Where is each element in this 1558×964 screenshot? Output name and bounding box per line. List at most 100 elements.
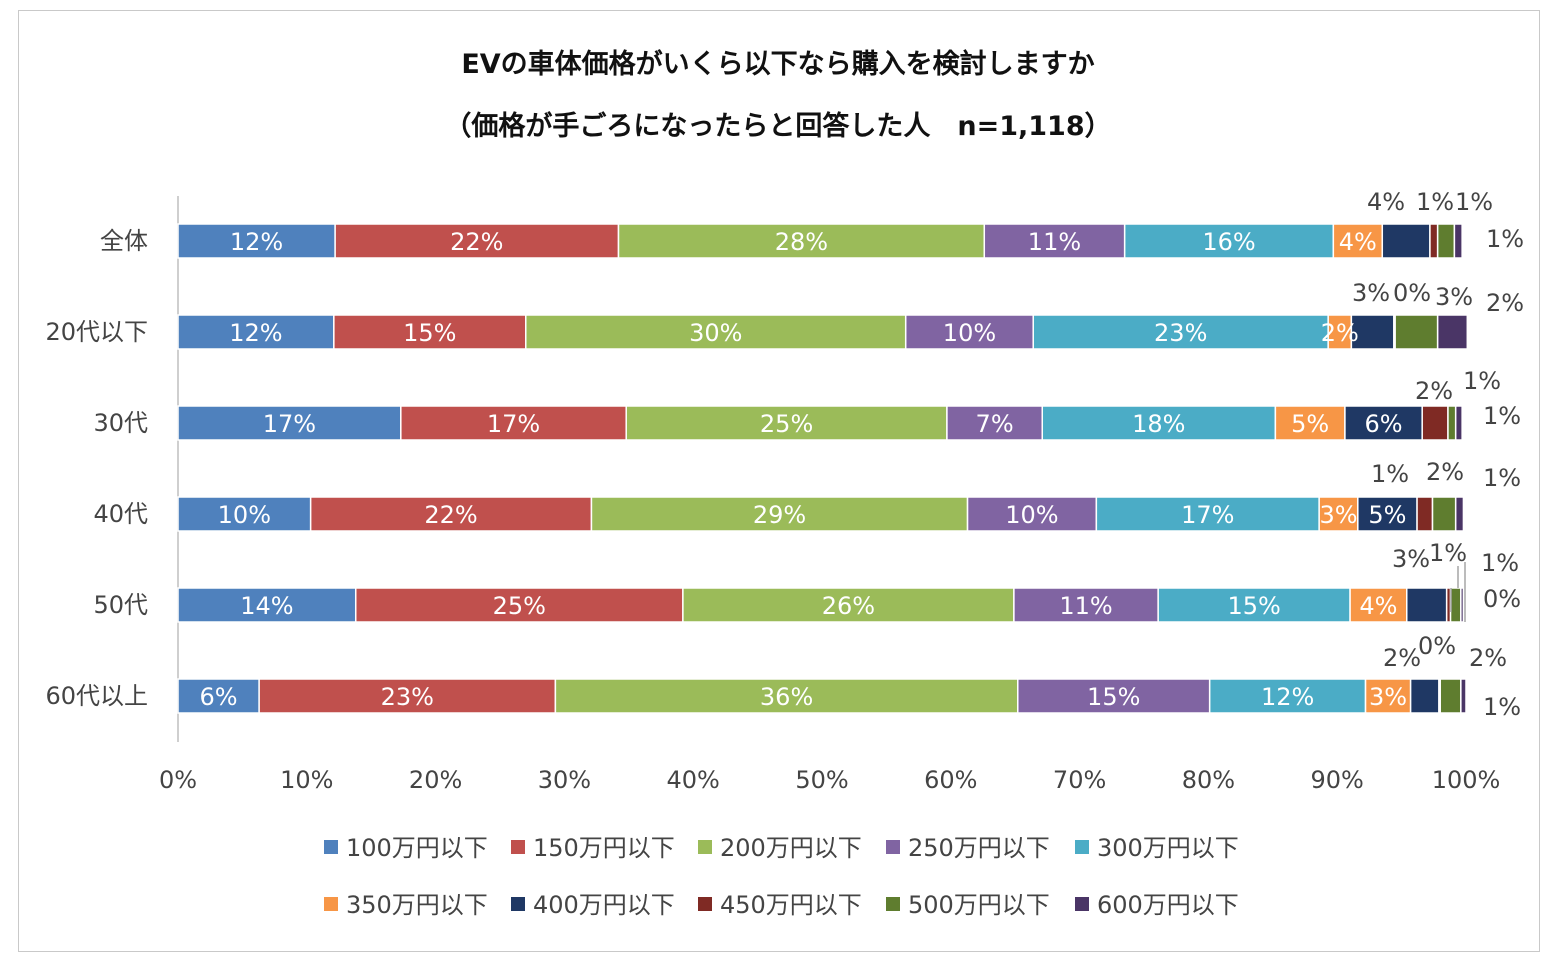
legend-swatch-150 (511, 840, 525, 854)
data-label: 12% (230, 228, 283, 256)
data-label: 15% (1227, 592, 1280, 620)
legend-swatch-200 (698, 840, 712, 854)
bar-segment (1350, 314, 1395, 350)
data-label: 5% (1368, 501, 1406, 529)
data-label-outside: 1% (1371, 460, 1409, 488)
legend-swatch-600 (1075, 897, 1089, 911)
data-label: 15% (1087, 683, 1140, 711)
data-label-outside: 0% (1483, 585, 1521, 613)
data-label: 2% (1321, 319, 1359, 347)
category-label: 30代 (93, 409, 148, 437)
data-label: 10% (943, 319, 996, 347)
legend: 100万円以下 150万円以下 200万円以下 250万円以下 300万円以下 350万円… (324, 834, 1239, 919)
data-label: 29% (753, 501, 806, 529)
bar-segment (1274, 405, 1346, 441)
legend-label: 600万円以下 (1097, 891, 1239, 919)
bar-segment (1394, 314, 1439, 350)
data-label-outside: 0% (1393, 279, 1431, 307)
bar-segment (1436, 314, 1469, 350)
data-label: 10% (1005, 501, 1058, 529)
data-label: 4% (1339, 228, 1377, 256)
legend-swatch-250 (886, 840, 900, 854)
data-label: 30% (689, 319, 742, 347)
data-label-outside: 1% (1483, 402, 1521, 430)
data-label-outside: 3% (1352, 279, 1390, 307)
bar-segment (1013, 587, 1159, 623)
bar-segment (334, 223, 620, 259)
x-tick-label: 70% (1053, 766, 1106, 794)
data-label-outside: 1% (1481, 549, 1519, 577)
data-label: 28% (775, 228, 828, 256)
bar-segment (400, 405, 627, 441)
data-label: 17% (263, 410, 316, 438)
data-label: 12% (229, 319, 282, 347)
data-label-outside: 1% (1483, 464, 1521, 492)
legend-swatch-500 (886, 897, 900, 911)
data-label: 25% (760, 410, 813, 438)
category-label: 50代 (93, 591, 148, 619)
bar-segment (1453, 223, 1463, 259)
bar-segment (1431, 496, 1457, 532)
data-label-outside: 1% (1486, 225, 1524, 253)
legend-label: 500万円以下 (908, 891, 1050, 919)
bar-segment (682, 587, 1015, 623)
x-tick-label: 80% (1182, 766, 1235, 794)
bar-segment (1409, 678, 1440, 714)
data-label: 6% (1365, 410, 1403, 438)
data-label: 4% (1359, 592, 1397, 620)
x-tick-label: 20% (409, 766, 462, 794)
category-label: 60代以上 (45, 682, 148, 710)
bar-segment (1357, 496, 1418, 532)
data-label: 15% (403, 319, 456, 347)
bar-segment (625, 405, 948, 441)
bar-segment (1416, 496, 1434, 532)
data-label-outside: 0% (1418, 632, 1456, 660)
data-label-outside: 1% (1455, 188, 1493, 216)
category-label: 40代 (93, 500, 148, 528)
data-label-outside: 1% (1416, 188, 1454, 216)
data-label-outside: 2% (1486, 289, 1524, 317)
bar-segment (177, 405, 402, 441)
data-label: 22% (424, 501, 477, 529)
legend-label: 350万円以下 (346, 891, 488, 919)
data-label: 6% (200, 683, 238, 711)
bar-segment (177, 223, 336, 259)
legend-label: 150万円以下 (533, 834, 675, 862)
data-label-outside: 2% (1426, 458, 1464, 486)
bar-segment (1454, 405, 1463, 441)
bar-segment (1095, 496, 1320, 532)
legend-label: 250万円以下 (908, 834, 1050, 862)
chart-frame (18, 10, 1540, 952)
bar-segment (1439, 678, 1462, 714)
legend-swatch-100 (324, 840, 338, 854)
legend-swatch-450 (698, 897, 712, 911)
bar-segment (1460, 587, 1465, 623)
data-label: 11% (1028, 228, 1081, 256)
bar-segment (1436, 223, 1456, 259)
data-label-outside: 4% (1367, 188, 1405, 216)
data-label: 14% (240, 592, 293, 620)
x-axis-ticks: 0% 10% 20% 30% 40% 50% 60% 70% 80% 90% 100% (159, 766, 1500, 794)
data-label-outside: 1% (1463, 367, 1501, 395)
bar-segment (1381, 223, 1431, 259)
data-label-outside: 2% (1383, 644, 1421, 672)
bar-segment (1421, 405, 1449, 441)
category-labels: 全体 20代以下 30代 40代 50代 60代以上 (45, 227, 148, 710)
bar-segment (177, 678, 260, 714)
data-label: 17% (1181, 501, 1234, 529)
x-tick-label: 30% (538, 766, 591, 794)
bar-segment (1318, 496, 1359, 532)
data-label-outside: 3% (1435, 283, 1473, 311)
data-label: 23% (381, 683, 434, 711)
data-label-outside: 2% (1415, 377, 1453, 405)
bar-segment (354, 587, 684, 623)
bar-segment (1208, 678, 1367, 714)
bar-segment (946, 405, 1043, 441)
bar-segment (333, 314, 527, 350)
chart-subtitle: （価格が手ごろになったらと回答した人 n=1,118） (444, 110, 1111, 142)
bar-segment (1460, 678, 1467, 714)
category-label: 20代以下 (45, 318, 148, 346)
x-tick-label: 10% (280, 766, 333, 794)
bar-segment (1344, 405, 1423, 441)
category-label: 全体 (100, 227, 148, 255)
